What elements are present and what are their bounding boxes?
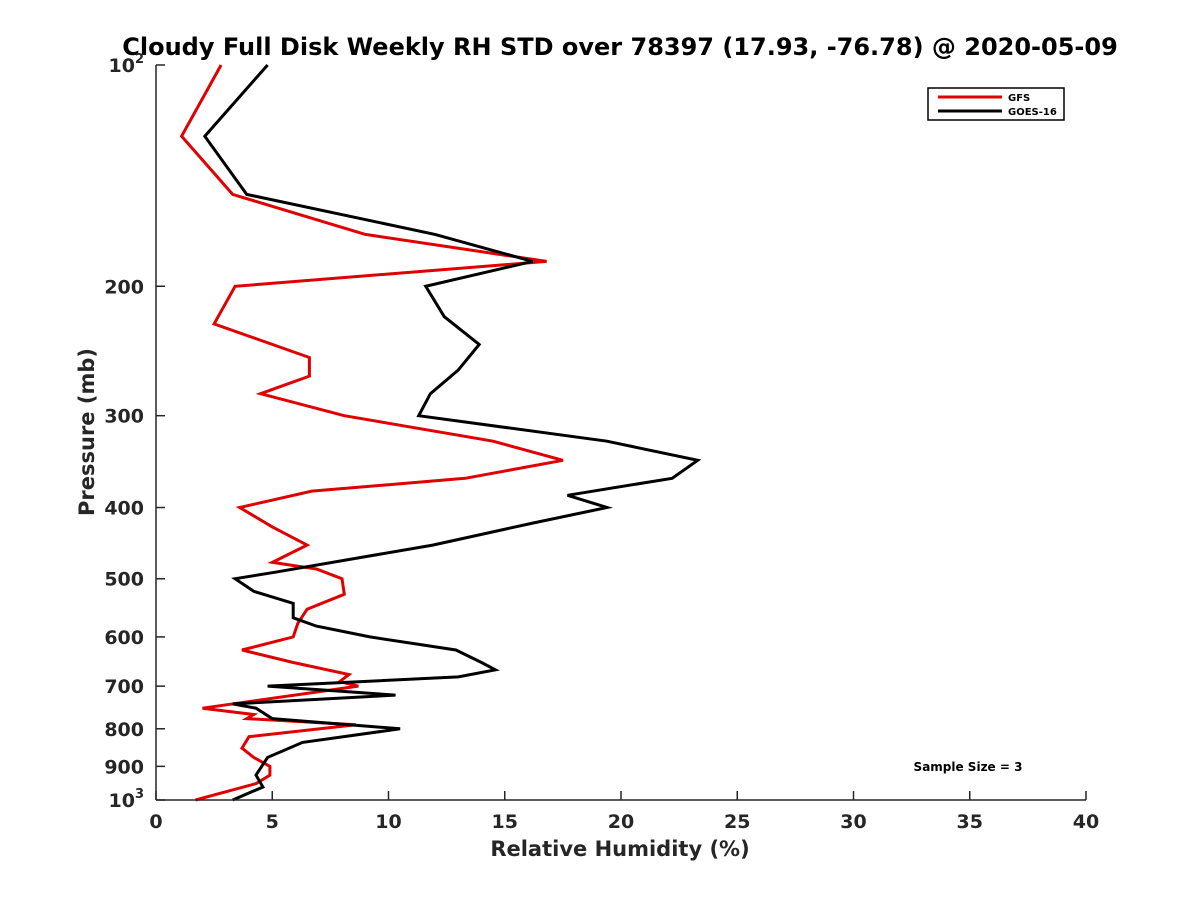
y-tick-label: 500 (104, 569, 144, 591)
x-tick-label: 5 (266, 811, 279, 833)
legend-label-goes-16: GOES-16 (1008, 107, 1057, 118)
y-axis-label: Pressure (mb) (75, 348, 99, 516)
x-tick-label: 20 (608, 811, 634, 833)
y-tick-label: 300 (104, 406, 144, 428)
y-tick-label: 600 (104, 627, 144, 649)
x-tick-label: 40 (1073, 811, 1099, 833)
y-tick-label: 400 (104, 498, 144, 520)
x-tick-label: 15 (492, 811, 518, 833)
legend-box (927, 87, 1065, 121)
y-tick-label: 900 (104, 756, 144, 778)
sample-size-annotation: Sample Size = 3 (914, 760, 1023, 774)
y-tick-label: 700 (104, 676, 144, 698)
series-line-goes-16 (202, 64, 702, 802)
y-tick-label: 102 (109, 52, 145, 77)
plot-series (179, 64, 702, 802)
x-tick-label: 10 (375, 811, 401, 833)
x-tick-label: 0 (149, 811, 162, 833)
x-tick-label: 35 (957, 811, 983, 833)
y-tick-label: 200 (104, 276, 144, 298)
series-line-gfs (179, 64, 564, 802)
y-tick-label: 800 (104, 719, 144, 741)
chart-title: Cloudy Full Disk Weekly RH STD over 7839… (122, 33, 1118, 61)
x-tick-label: 25 (724, 811, 750, 833)
legend-label-gfs: GFS (1008, 93, 1030, 104)
legend: GFS GOES-16 (927, 87, 1065, 121)
x-axis-label: Relative Humidity (%) (490, 837, 749, 861)
axes: 0 5 10 15 20 25 30 35 40 102 200 300 400 500 600 700 800… (104, 52, 1099, 833)
x-tick-label: 30 (840, 811, 866, 833)
y-tick-label: 103 (109, 787, 145, 812)
